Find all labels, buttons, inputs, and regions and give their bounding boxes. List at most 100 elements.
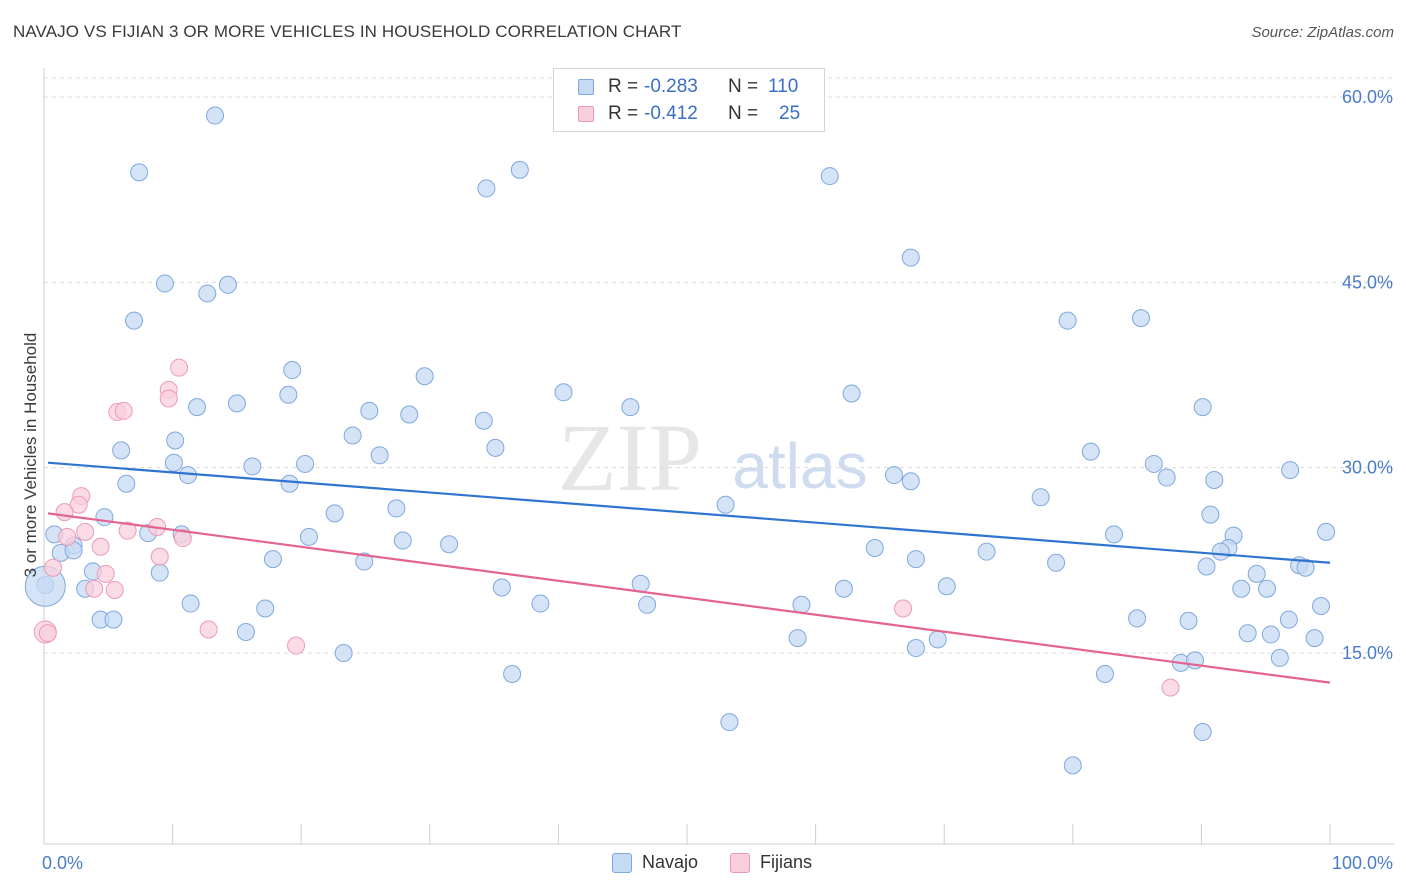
navajo-point: [104, 610, 123, 629]
x-tick-label-max: 100.0%: [1332, 853, 1393, 873]
navajo-point: [1081, 442, 1100, 461]
fijian-swatch: [578, 106, 594, 122]
navajo-point: [279, 385, 298, 404]
navajo-point: [296, 454, 315, 473]
fijian-point: [287, 636, 306, 655]
fijian-trendline: [47, 512, 1331, 684]
fijian-point: [38, 624, 57, 643]
legend-navajo-swatch: [612, 852, 632, 873]
navajo-point: [720, 713, 739, 732]
navajo-point: [1031, 488, 1050, 507]
navajo-point: [937, 577, 956, 596]
navajo-point: [181, 594, 200, 613]
axes: [43, 68, 1394, 845]
navajo-point: [792, 595, 811, 614]
navajo-point: [531, 594, 550, 613]
navajo-point: [393, 531, 412, 550]
navajo-point: [1211, 542, 1230, 561]
navajo-trendline: [47, 461, 1331, 564]
fijian-point: [44, 558, 63, 577]
navajo-point: [901, 472, 920, 491]
fijian-point: [159, 389, 178, 408]
navajo-point: [1281, 461, 1300, 480]
watermark: ZIP atlas: [558, 404, 868, 511]
navajo-point: [1279, 610, 1298, 629]
navajo-point: [865, 538, 884, 557]
navajo-point: [166, 431, 185, 450]
y-tick-label: 60.0%: [1342, 87, 1393, 107]
fijian-point: [173, 529, 192, 548]
navajo-point: [977, 542, 996, 561]
navajo-point: [1095, 664, 1114, 683]
navajo-point: [1104, 525, 1123, 544]
navajo-point: [1247, 564, 1266, 583]
fijian-point: [96, 564, 115, 583]
navajo-point: [117, 474, 136, 493]
navajo-point: [1232, 579, 1251, 598]
trendlines: [47, 461, 1331, 684]
navajo-point: [477, 179, 496, 198]
navajo-point: [1201, 505, 1220, 524]
navajo-point: [474, 411, 493, 430]
navajo-point: [901, 248, 920, 267]
fijian-n-label: N =: [728, 103, 759, 124]
navajo-point: [280, 474, 299, 493]
series-legend: Navajo Fijians: [612, 852, 844, 873]
x-tick-label-min: 0.0%: [42, 853, 83, 873]
navajo-point: [1296, 558, 1315, 577]
navajo-r-label: R =: [608, 76, 639, 97]
legend-fijians-swatch: [730, 852, 751, 873]
navajo-point: [1193, 723, 1212, 742]
navajo-point: [150, 563, 169, 582]
navajo-point: [842, 384, 861, 403]
navajo-point: [1270, 648, 1289, 667]
navajo-point: [415, 367, 434, 386]
navajo-point: [1128, 609, 1147, 628]
navajo-n-value: 110: [768, 76, 799, 97]
stats-legend-navajo: R = -0.283 N = 110: [554, 74, 798, 100]
watermark-zip: ZIP: [558, 404, 702, 511]
fijian-point: [105, 580, 124, 599]
navajo-point: [1157, 468, 1176, 487]
fijian-point: [91, 537, 110, 556]
navajo-point: [130, 163, 149, 182]
navajo-point: [788, 629, 807, 648]
navajo-point: [263, 550, 282, 569]
navajo-point: [387, 499, 406, 518]
navajo-point: [1063, 756, 1082, 775]
fijian-point: [118, 521, 137, 540]
navajo-point: [1238, 624, 1257, 643]
navajo-point: [125, 311, 144, 330]
watermark-atlas: atlas: [732, 430, 867, 502]
navajo-n-label: N =: [728, 76, 759, 97]
fijian-r-label: R =: [608, 103, 639, 124]
navajo-point: [1047, 553, 1066, 572]
navajo-point: [355, 552, 374, 571]
legend-item-navajo[interactable]: Navajo: [612, 852, 698, 873]
navajo-point: [1193, 398, 1212, 417]
fijian-point: [199, 620, 218, 639]
fijian-points: [33, 358, 1180, 697]
navajo-point: [906, 550, 925, 569]
fijian-point: [114, 401, 133, 420]
navajo-point: [621, 398, 640, 417]
navajo-point: [164, 453, 183, 472]
navajo-point: [1305, 629, 1324, 648]
navajo-point: [1311, 597, 1330, 616]
navajo-point: [1058, 311, 1077, 330]
navajo-point: [236, 622, 255, 641]
navajo-point: [198, 284, 217, 303]
navajo-point: [885, 466, 904, 485]
navajo-point: [370, 446, 389, 465]
stats-legend-fijian: R = -0.412 N = 25: [554, 101, 800, 127]
navajo-point: [206, 106, 225, 125]
navajo-point: [243, 457, 262, 476]
navajo-point: [492, 578, 511, 597]
navajo-point: [510, 160, 529, 179]
navajo-point: [325, 504, 344, 523]
navajo-point: [283, 361, 302, 380]
legend-navajo-label: Navajo: [642, 852, 699, 872]
tick-labels: 15.0% 30.0% 45.0% 60.0% 0.0% 100.0%: [42, 87, 1393, 873]
legend-item-fijians[interactable]: Fijians: [730, 852, 812, 873]
